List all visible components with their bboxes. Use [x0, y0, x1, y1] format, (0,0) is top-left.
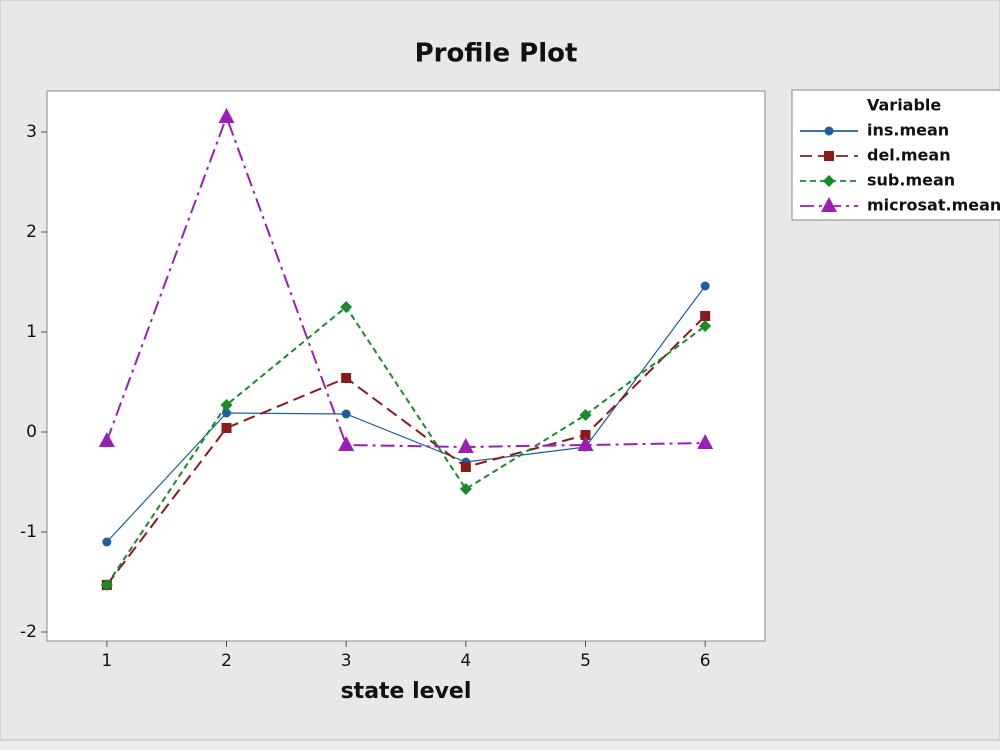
marker — [100, 579, 113, 591]
marker — [218, 108, 235, 123]
marker — [579, 409, 592, 421]
y-tick-label: 3 — [26, 122, 37, 142]
marker — [220, 399, 233, 411]
x-tick-label: 1 — [101, 651, 112, 671]
chart-title: Profile Plot — [415, 39, 578, 69]
marker — [699, 320, 712, 332]
marker — [340, 301, 353, 313]
marker — [341, 373, 352, 383]
marker — [700, 311, 711, 321]
plot-area — [46, 90, 766, 642]
legend-label: del.mean — [867, 146, 951, 165]
x-tick-label: 3 — [341, 651, 352, 671]
marker — [577, 436, 594, 451]
series-line — [106, 315, 706, 586]
marker — [700, 281, 710, 291]
y-tick-label: -2 — [20, 622, 37, 642]
x-tick-label: 2 — [221, 651, 232, 671]
series-line — [106, 305, 706, 586]
marker — [460, 462, 471, 472]
marker — [580, 430, 591, 440]
x-axis-label: state level — [341, 679, 472, 704]
legend-label: microsat.mean — [867, 196, 1000, 215]
marker — [341, 409, 351, 419]
marker — [459, 483, 472, 495]
x-tick-label: 6 — [700, 651, 711, 671]
marker — [457, 438, 474, 453]
x-tick-label: 5 — [580, 651, 591, 671]
series-line — [105, 114, 706, 449]
legend-marker — [824, 126, 834, 136]
legend-marker — [824, 151, 834, 161]
y-tick-label: 0 — [26, 422, 37, 442]
x-tick-label: 4 — [460, 651, 471, 671]
y-tick-label: 2 — [26, 222, 37, 242]
marker — [222, 408, 231, 418]
legend-marker — [821, 197, 837, 212]
marker — [697, 434, 714, 449]
marker — [102, 537, 112, 547]
legend-label: ins.mean — [867, 121, 949, 140]
marker — [338, 436, 355, 451]
y-tick-label: 1 — [26, 322, 37, 342]
legend-title: Variable — [867, 96, 941, 115]
y-tick-label: -1 — [20, 522, 37, 542]
marker — [221, 423, 232, 433]
legend-marker — [823, 175, 835, 187]
legend-label: sub.mean — [867, 171, 955, 190]
marker — [98, 432, 115, 447]
